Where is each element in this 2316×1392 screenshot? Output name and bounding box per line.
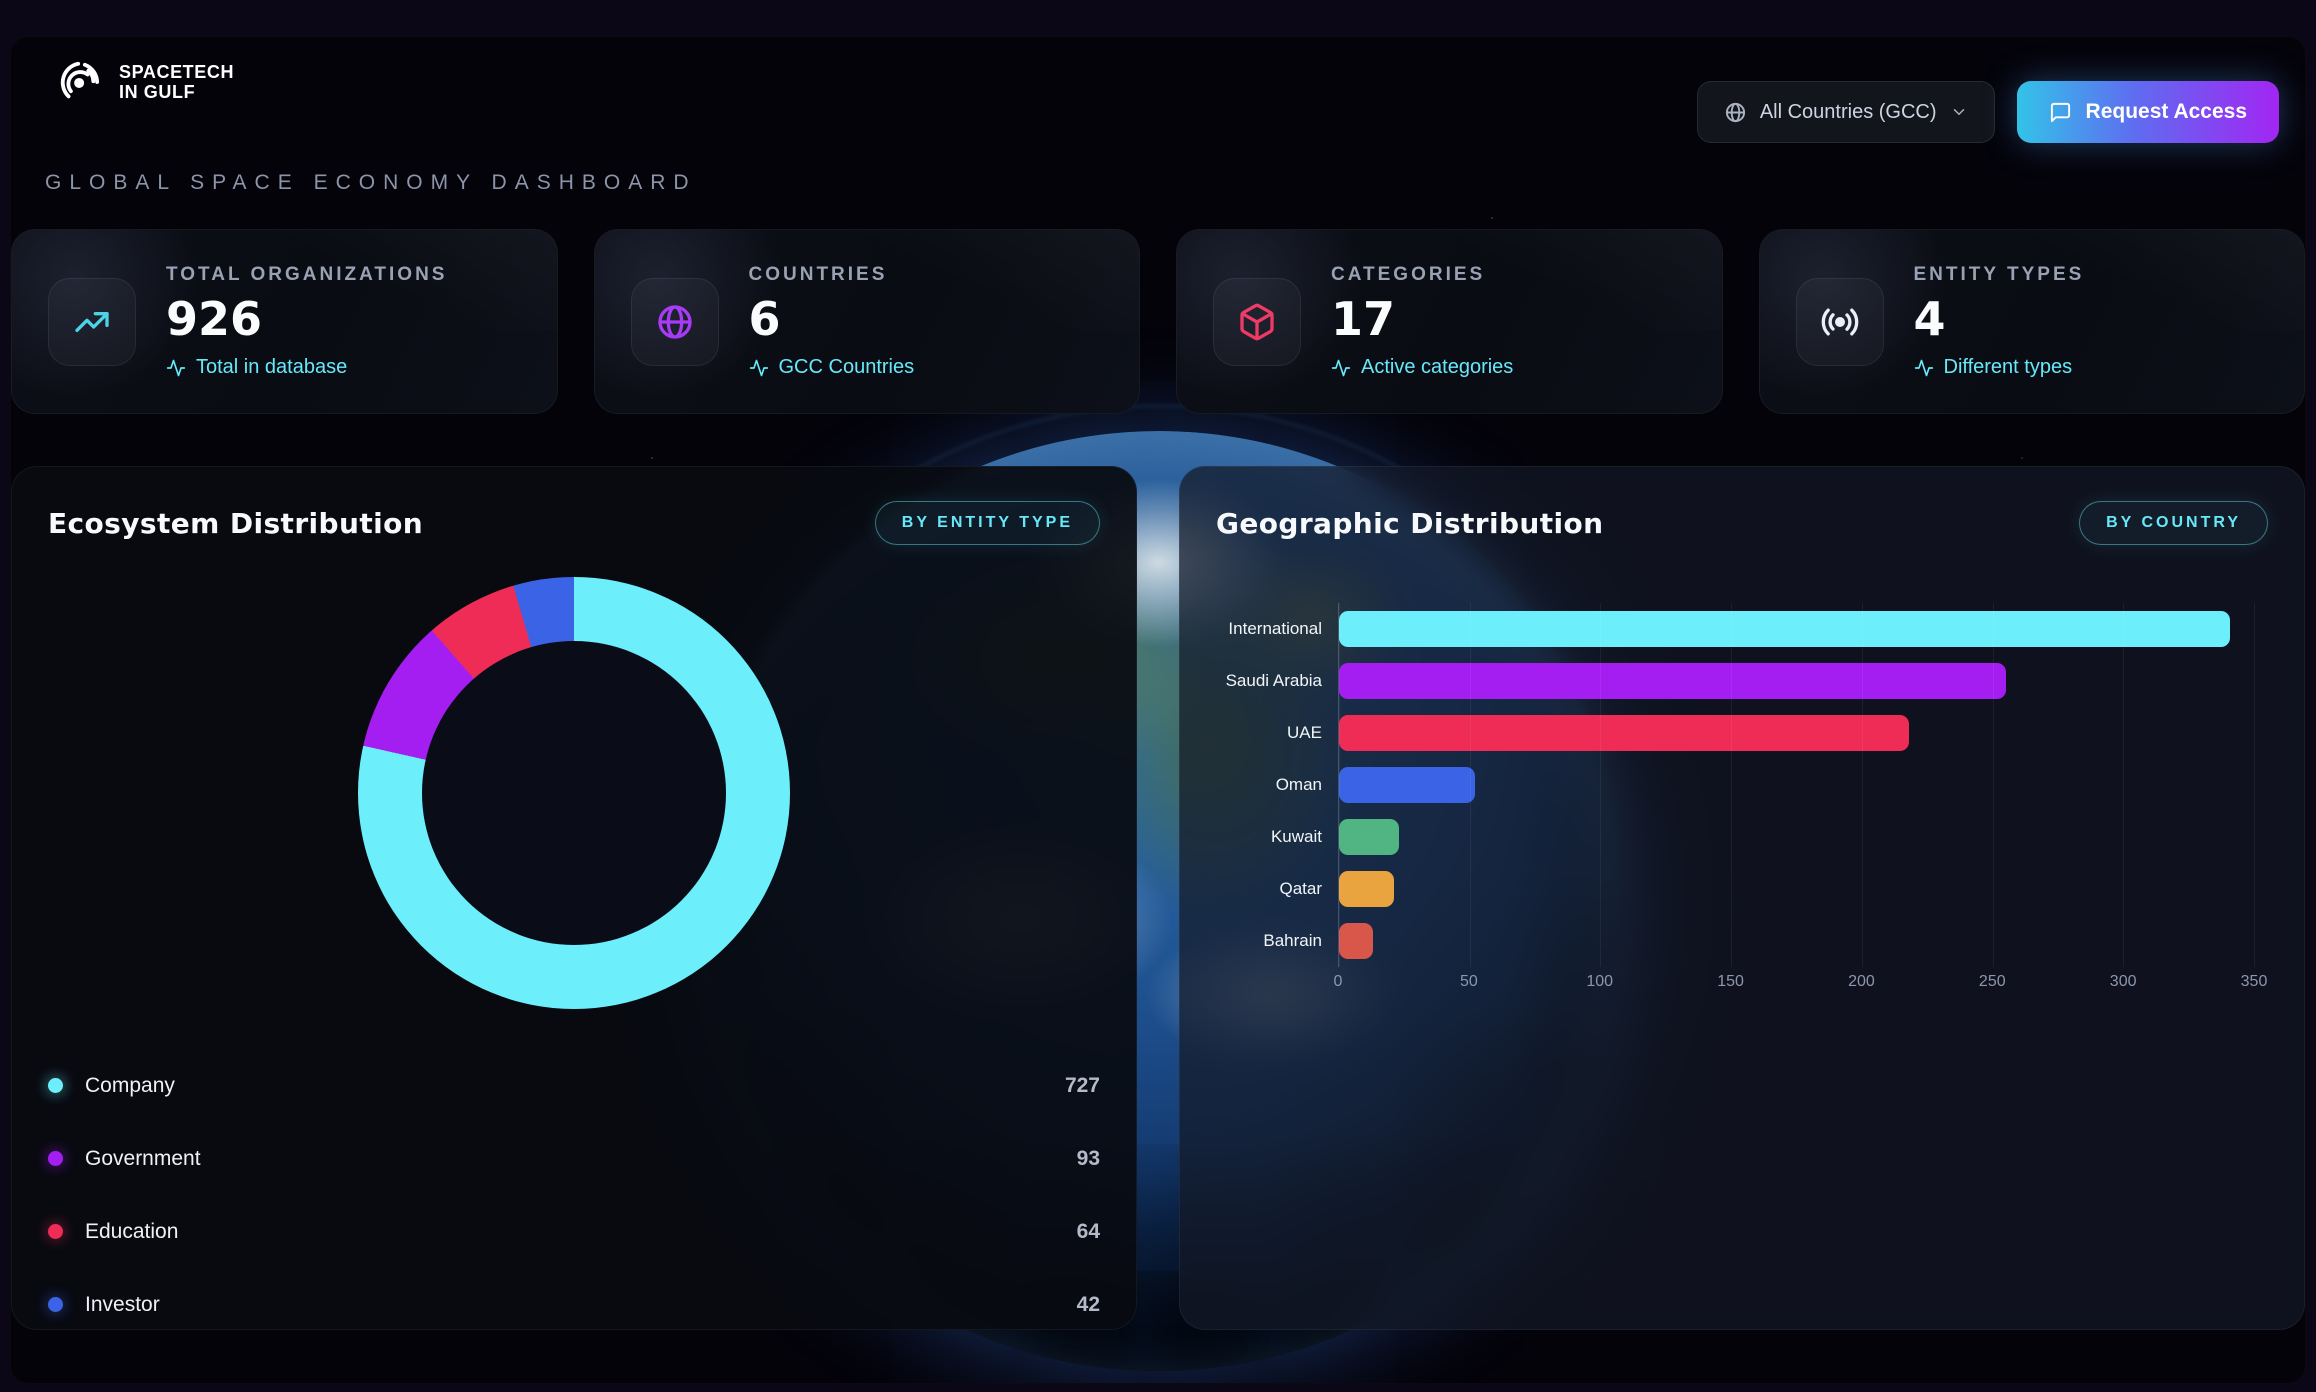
bar-kuwait xyxy=(1339,819,1400,855)
stat-value: 17 xyxy=(1331,292,1396,346)
stat-label: ENTITY TYPES xyxy=(1913,264,2085,285)
legend-color-dot xyxy=(48,1151,63,1166)
legend-item-investor: Investor 42 xyxy=(48,1268,1100,1329)
request-access-button[interactable]: Request Access xyxy=(2016,81,2279,143)
legend-color-dot xyxy=(48,1078,63,1093)
legend-item-education: Education 64 xyxy=(48,1195,1100,1268)
stat-card-total-organizations: TOTAL ORGANIZATIONS 926 Total in databas… xyxy=(11,229,558,414)
stat-label: CATEGORIES xyxy=(1331,264,1486,285)
stat-subtext: Total in database xyxy=(166,356,447,379)
x-axis-tick-labels: 0 50 100 150 200 250 300 350 xyxy=(1333,973,2268,990)
panel-title: Ecosystem Distribution xyxy=(48,506,424,540)
donut-legend: Company 727 Government 93 Education 64 I… xyxy=(48,1049,1100,1329)
stat-value: 6 xyxy=(748,292,781,346)
stat-card-countries: COUNTRIES 6 GCC Countries xyxy=(593,229,1140,414)
bar-chart-category-labels: International Saudi Arabia UAE Oman Kuwa… xyxy=(1225,619,1322,950)
country-filter-value: All Countries (GCC) xyxy=(1759,100,1937,123)
chevron-down-icon xyxy=(1953,109,1964,115)
country-filter-dropdown[interactable]: All Countries (GCC) xyxy=(1696,81,1995,143)
by-country-badge: BY COUNTRY xyxy=(2079,501,2268,545)
trending-up-icon xyxy=(48,277,136,366)
stat-value: 4 xyxy=(1913,292,1946,346)
header: SPACETECH IN GULF All Countries (GCC) xyxy=(11,37,2305,195)
activity-pulse-icon xyxy=(749,359,768,376)
bar-uae xyxy=(1339,715,1909,751)
donut-chart xyxy=(358,577,790,1009)
bar-bahrain xyxy=(1339,923,1373,959)
bar-saudi-arabia xyxy=(1339,663,2006,699)
bar-qatar xyxy=(1339,871,1394,907)
app-shell: SPACETECH IN GULF All Countries (GCC) xyxy=(10,36,2306,1384)
activity-pulse-icon xyxy=(166,359,186,376)
stat-label: TOTAL ORGANIZATIONS xyxy=(166,264,448,285)
horizontal-bar-chart: International Saudi Arabia UAE Oman Kuwa… xyxy=(1216,603,2268,967)
stat-subtext: GCC Countries xyxy=(749,356,914,379)
globe-icon xyxy=(1725,102,1745,122)
brand-name: SPACETECH IN GULF xyxy=(119,61,235,102)
geographic-distribution-panel: Geographic Distribution BY COUNTRY Inter… xyxy=(1179,466,2305,1330)
panel-title: Geographic Distribution xyxy=(1216,506,1604,540)
stat-subtext: Different types xyxy=(1914,356,2085,379)
stat-card-entity-types: ENTITY TYPES 4 Different types xyxy=(1758,229,2305,414)
stat-subtext: Active categories xyxy=(1331,356,1513,379)
cube-icon xyxy=(1213,277,1301,366)
page-title: GLOBAL SPACE ECONOMY DASHBOARD xyxy=(45,171,697,194)
bar-international xyxy=(1339,611,2231,647)
broadcast-icon xyxy=(1795,277,1884,366)
stats-row: TOTAL ORGANIZATIONS 926 Total in databas… xyxy=(11,229,2305,414)
ecosystem-distribution-panel: Ecosystem Distribution BY ENTITY TYPE Co… xyxy=(11,466,1137,1330)
bar-chart-plot-area xyxy=(1338,603,2255,967)
activity-pulse-icon xyxy=(1914,359,1933,376)
activity-pulse-icon xyxy=(1331,359,1351,376)
bar-oman xyxy=(1339,767,1475,803)
stat-label: COUNTRIES xyxy=(748,264,888,285)
spiral-orbit-logo-icon xyxy=(60,61,100,99)
legend-color-dot xyxy=(48,1297,63,1312)
globe-icon xyxy=(630,277,719,366)
legend-item-company: Company 727 xyxy=(48,1049,1100,1122)
legend-color-dot xyxy=(48,1224,63,1239)
stat-card-categories: CATEGORIES 17 Active categories xyxy=(1176,229,1723,414)
stat-value: 926 xyxy=(166,292,263,346)
by-entity-type-badge: BY ENTITY TYPE xyxy=(874,501,1100,545)
legend-item-government: Government 93 xyxy=(48,1122,1100,1195)
chat-bubble-icon xyxy=(2050,102,2070,122)
brand-logo: SPACETECH IN GULF xyxy=(59,59,234,105)
